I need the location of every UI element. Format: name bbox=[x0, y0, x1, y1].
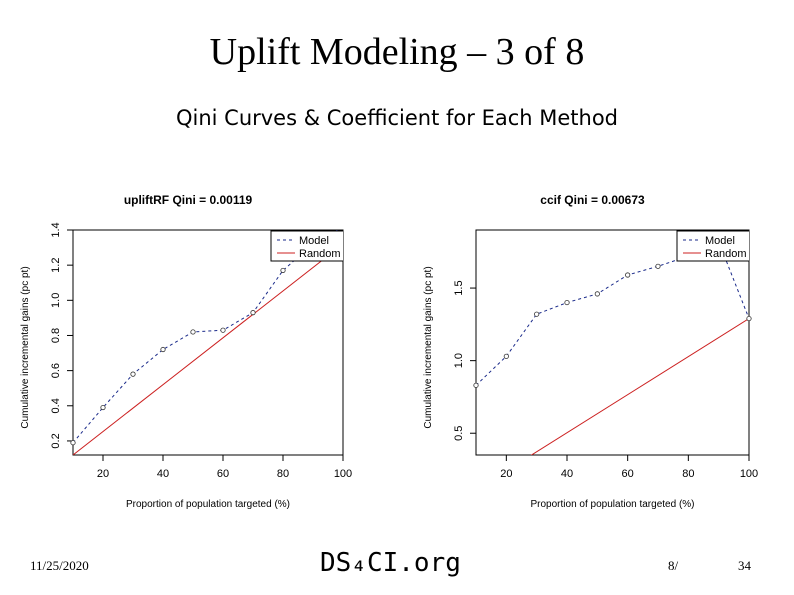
x-tick-label: 60 bbox=[622, 468, 634, 480]
y-tick-label: 1.0 bbox=[453, 353, 465, 368]
series-model-point bbox=[220, 327, 226, 333]
y-tick-label: 0.4 bbox=[50, 398, 62, 413]
chart-title: ccif Qini = 0.00673 bbox=[540, 193, 645, 207]
chart-title: upliftRF Qini = 0.00119 bbox=[124, 193, 253, 207]
x-axis-label: Proportion of population targeted (%) bbox=[531, 499, 695, 510]
y-tick-label: 1.0 bbox=[50, 293, 62, 308]
series-model-point bbox=[190, 329, 196, 335]
footer-slide-number: 34 bbox=[738, 558, 751, 573]
y-tick-label: 0.2 bbox=[50, 433, 62, 448]
series-model-point bbox=[100, 404, 106, 411]
footer-page: 8/ bbox=[668, 558, 679, 573]
x-tick-label: 20 bbox=[500, 468, 512, 480]
chart-ccif: ccif Qini = 0.00673 20 40 60 80 100 0.5 1.0 1.5 P… bbox=[423, 193, 758, 510]
series-model-point bbox=[160, 346, 166, 353]
x-axis-label: Proportion of population targeted (%) bbox=[126, 499, 290, 510]
y-tick-label: 0.8 bbox=[50, 328, 62, 343]
series-model-point bbox=[130, 371, 136, 377]
series-model-point bbox=[625, 272, 631, 278]
slide-subtitle: Qini Curves & Coefficient for Each Metho… bbox=[175, 106, 619, 130]
x-tick-label: 60 bbox=[217, 468, 229, 480]
series-model-point bbox=[564, 299, 570, 306]
legend-box bbox=[270, 230, 343, 262]
y-tick-label: 0.5 bbox=[453, 426, 465, 441]
slide-title: Uplift Modeling – 3 of 8 bbox=[209, 31, 585, 73]
y-tick-label: 1.5 bbox=[453, 280, 465, 295]
plot-frame bbox=[72, 229, 344, 456]
series-random-line bbox=[73, 243, 343, 455]
x-tick-label: 100 bbox=[740, 468, 758, 480]
y-tick-label: 0.6 bbox=[50, 363, 62, 378]
series-model-point bbox=[503, 353, 509, 359]
x-tick-label: 80 bbox=[682, 468, 694, 480]
y-tick-label: 1.4 bbox=[50, 222, 62, 237]
chart-upliftrf: upliftRF Qini = 0.00119 20 40 60 80 100 0.2 0.4… bbox=[20, 193, 352, 510]
legend-box bbox=[676, 230, 749, 262]
y-tick-label: 1.2 bbox=[50, 258, 62, 273]
legend-random-label: Random bbox=[705, 248, 747, 260]
x-tick-label: 40 bbox=[157, 468, 169, 480]
x-tick-label: 80 bbox=[277, 468, 289, 480]
series-random-line bbox=[530, 318, 749, 455]
series-model-point bbox=[746, 315, 752, 322]
series-model-point bbox=[250, 310, 256, 316]
y-axis-label: Cumulative incremental gains (pc pt) bbox=[20, 266, 31, 428]
plot-frame bbox=[475, 229, 750, 456]
series-model-line bbox=[476, 240, 749, 386]
x-tick-label: 40 bbox=[561, 468, 573, 480]
series-model-point bbox=[655, 263, 661, 269]
legend-model-label: Model bbox=[705, 235, 735, 247]
series-model-point bbox=[473, 382, 479, 388]
series-model-point bbox=[70, 440, 76, 446]
y-axis-label: Cumulative incremental gains (pc pt) bbox=[423, 266, 434, 428]
series-model-point bbox=[594, 291, 600, 297]
series-model-point bbox=[534, 311, 540, 317]
legend-model-label: Model bbox=[299, 235, 329, 247]
x-tick-label: 20 bbox=[97, 468, 109, 480]
x-tick-label: 100 bbox=[334, 468, 352, 480]
footer-brand: DS₄CI.org bbox=[320, 548, 461, 578]
footer-date: 11/25/2020 bbox=[30, 558, 89, 573]
legend-random-label: Random bbox=[299, 248, 341, 260]
series-model-point bbox=[280, 267, 286, 274]
